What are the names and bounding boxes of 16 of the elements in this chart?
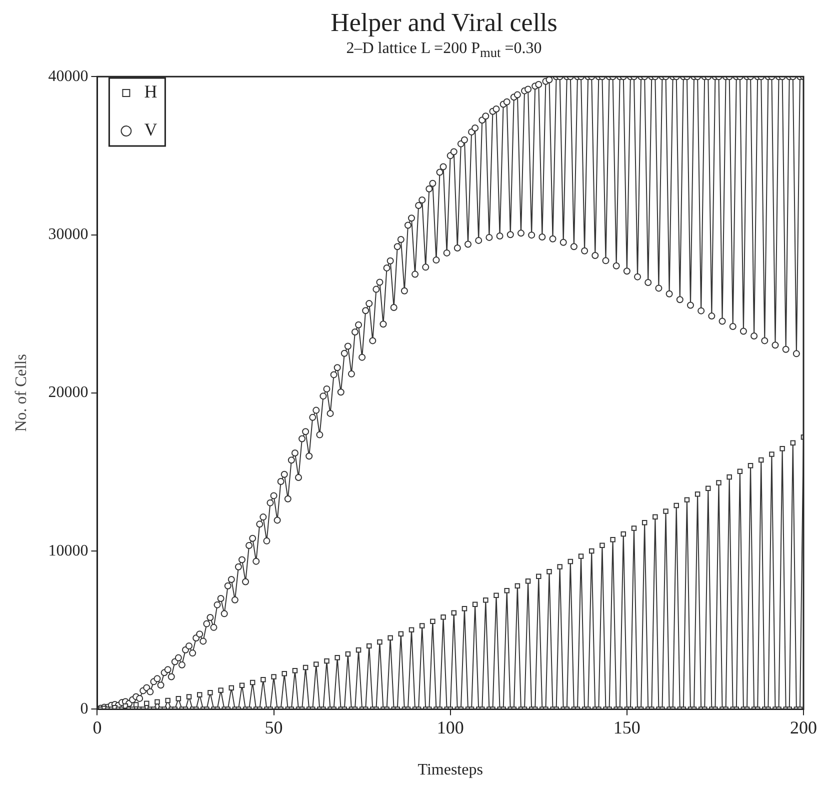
x-tick-label: 150 (613, 718, 640, 738)
y-tick-label: 20000 (48, 384, 88, 402)
x-tick-label: 50 (264, 718, 283, 738)
y-tick-label: 40000 (48, 68, 88, 85)
y-tick-label: 10000 (48, 542, 88, 560)
x-tick-label: 200 (790, 718, 817, 738)
x-tick-label: 0 (92, 718, 102, 738)
x-tick-label: 100 (436, 718, 464, 738)
chart-title: Helper and Viral cells (330, 8, 558, 38)
y-tick-label: 0 (80, 700, 88, 718)
x-axis-title: Timesteps (418, 762, 483, 779)
y-axis-title: No. of Cells (12, 354, 30, 432)
legend-label: V (144, 120, 158, 140)
chart-subtitle: 2–D lattice L =200 P$_{mut}$ =0.30 (345, 39, 543, 62)
y-tick-label: 30000 (48, 226, 88, 244)
legend-label: H (144, 82, 158, 102)
